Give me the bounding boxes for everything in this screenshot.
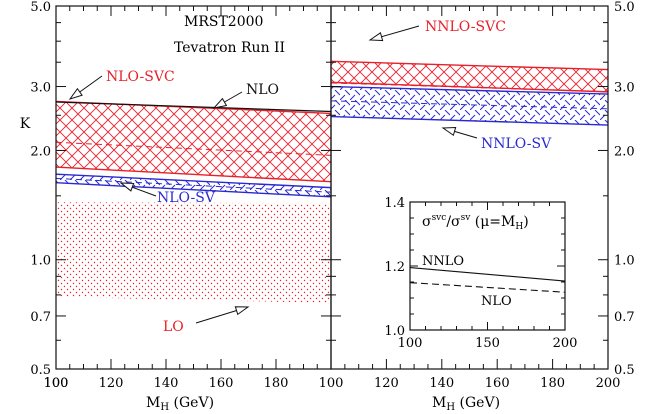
arrow-nnlo-svc-head xyxy=(368,32,384,42)
label-nlo-sv: NLO-SV xyxy=(157,190,216,206)
x-tick-label: 180 xyxy=(540,376,565,391)
x-tick-label: 140 xyxy=(429,376,454,391)
inset-label-nnlo: NNLO xyxy=(422,254,464,269)
inset-title-part: ) xyxy=(523,214,528,230)
y-tick-label: 1.0 xyxy=(614,254,635,269)
label-lo: LO xyxy=(163,319,184,335)
y-tick-label: 0.5 xyxy=(614,363,635,378)
x-tick-label: 200 xyxy=(596,376,621,391)
inset-y-tick-label: 1.2 xyxy=(384,260,405,275)
arrow-nlo-svc-head xyxy=(68,87,83,100)
y-axis-label: K xyxy=(20,116,31,132)
band-nlo-sv xyxy=(56,174,331,197)
y-tick-label: 0.7 xyxy=(30,310,51,325)
x-axis-label-right: MH (GeV) xyxy=(432,395,500,413)
label-nlo-svc: NLO-SVC xyxy=(106,69,175,85)
inset-title-part: (μ=M xyxy=(470,214,515,230)
x-tick-label: 140 xyxy=(154,376,179,391)
x-tick-label: 160 xyxy=(209,376,234,391)
y-tick-label: 0.7 xyxy=(614,310,635,325)
inset-y-tick-label: 1.0 xyxy=(384,324,405,339)
x-tick-label: 180 xyxy=(264,376,289,391)
y-tick-label: 3.0 xyxy=(30,81,51,96)
right-panel: 0.5 0.7 1.0 2.0 3.0 5.0 120 140 160 180 200 xyxy=(330,0,635,391)
band-upper-nlo-sv xyxy=(55,173,332,189)
inset-title: σsvc/σsv (μ=MH) xyxy=(422,213,529,232)
x-tick-label: 100 xyxy=(319,376,344,391)
band-lower-nlo-sv xyxy=(55,182,332,198)
inset-y-tick-label: 1.4 xyxy=(384,196,405,211)
arrow-nnlo-sv-head xyxy=(441,127,457,137)
y-tick-label: 2.0 xyxy=(614,144,635,159)
x-axis-label-left: MH (GeV) xyxy=(146,395,214,413)
band-center-nlo-sv xyxy=(55,177,332,193)
x-tick-label: 120 xyxy=(99,376,124,391)
inset-x-tick-label: 150 xyxy=(475,336,500,351)
y-tick-label: 2.0 xyxy=(30,144,51,159)
y-tick-label: 5.0 xyxy=(614,0,635,15)
label-nlo: NLO xyxy=(246,82,279,98)
y-tick-label: 3.0 xyxy=(614,81,635,96)
x-tick-label: 160 xyxy=(485,376,510,391)
band-nnlo-sv xyxy=(331,86,608,126)
arrow-nlo-head xyxy=(212,97,228,109)
inset-title-part: /σ xyxy=(446,214,461,230)
band-upper-nnlo-sv xyxy=(330,85,609,95)
label-nnlo-sv: NNLO-SV xyxy=(481,136,552,152)
y-tick-label: 0.5 xyxy=(30,363,51,378)
x-tick-label: 100 xyxy=(44,376,69,391)
x-tick-label: 100 xyxy=(44,376,69,391)
ratio-inset: 100 150 200 1.0 1.2 1.4 σsvc/σsv (μ=MH) NNLO NLO xyxy=(384,196,577,351)
arrow-nlo-sv-head xyxy=(119,182,135,192)
y-tick-label: 5.0 xyxy=(30,0,51,15)
band-nlo-svc xyxy=(56,101,331,182)
label-nnlo-svc: NNLO-SVC xyxy=(425,19,506,35)
inset-line-nlo xyxy=(409,282,566,293)
inset-title-part: sv xyxy=(461,213,472,223)
inset-frame xyxy=(409,201,566,331)
arrow-lo-head xyxy=(234,306,250,316)
inset-x-tick-label: 200 xyxy=(553,336,578,351)
annotation-mrst: MRST2000 xyxy=(184,14,263,30)
annotation-tevatron: Tevatron Run II xyxy=(174,40,285,56)
band-upper-nnlo-svc xyxy=(330,60,609,71)
inset-title-part: σ xyxy=(422,214,432,230)
x-tick-label: 120 xyxy=(374,376,399,391)
inset-x-tick-label: 100 xyxy=(398,336,423,351)
inset-title-part: H xyxy=(515,222,523,232)
band-center-nnlo-svc xyxy=(330,82,609,93)
inset-label-nlo: NLO xyxy=(481,294,512,309)
inset-title-part: svc xyxy=(432,213,447,223)
inset-line-nnlo xyxy=(409,267,566,282)
band-lower-nnlo-sv xyxy=(330,115,609,126)
y-tick-label: 1.0 xyxy=(30,254,51,269)
line-nlo xyxy=(55,101,332,113)
band-lower-nlo-svc xyxy=(55,166,332,183)
band-center-nnlo-sv xyxy=(330,100,609,110)
band-center-nlo-svc xyxy=(55,141,332,156)
band-lo xyxy=(56,202,331,303)
